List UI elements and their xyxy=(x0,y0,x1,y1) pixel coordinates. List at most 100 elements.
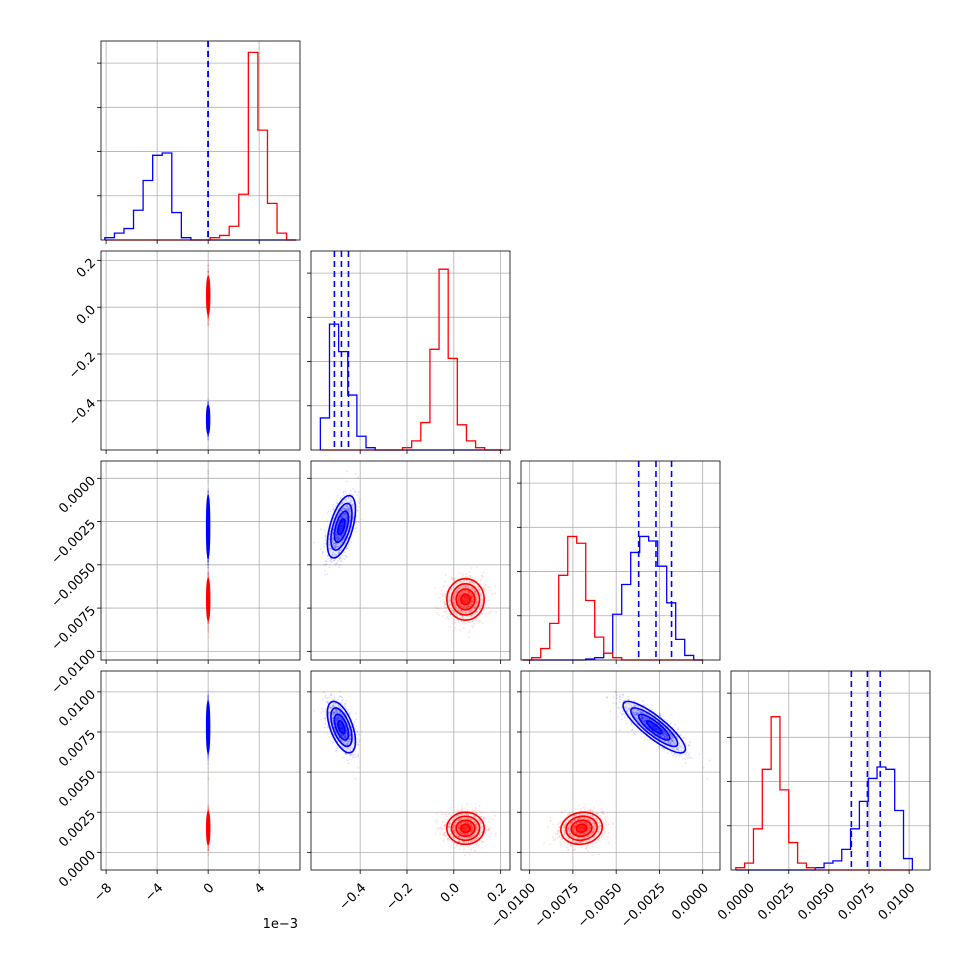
sample-point xyxy=(207,267,210,270)
sample-point xyxy=(343,494,345,497)
sample-point xyxy=(351,488,354,490)
sample-point xyxy=(341,554,344,557)
sample-point xyxy=(334,564,337,567)
sample-point xyxy=(207,316,210,318)
sample-point xyxy=(207,566,210,569)
sample-point xyxy=(207,434,210,437)
sample-point xyxy=(337,560,339,563)
sample-point xyxy=(207,401,210,404)
sample-point xyxy=(207,437,210,439)
sample-point xyxy=(332,503,335,506)
sample-point xyxy=(348,549,351,552)
sample-point xyxy=(207,574,210,577)
sample-point xyxy=(207,402,210,405)
sample-point xyxy=(355,530,358,533)
sample-point xyxy=(350,540,353,543)
sample-point xyxy=(207,400,210,402)
sample-point xyxy=(207,629,210,632)
sample-point xyxy=(325,563,328,566)
sample-point xyxy=(207,316,210,319)
sample-point xyxy=(207,434,210,437)
sample-point xyxy=(329,510,332,513)
sample-point xyxy=(324,573,326,576)
sample-point xyxy=(323,564,326,566)
sample-point xyxy=(355,515,358,517)
sample-point xyxy=(360,518,363,520)
sample-point xyxy=(207,271,210,273)
sample-point xyxy=(346,470,349,473)
sample-point xyxy=(207,626,210,628)
sample-point xyxy=(207,470,210,473)
sample-point xyxy=(339,559,342,562)
sample-point xyxy=(357,520,360,523)
sample-point xyxy=(207,398,210,401)
sample-point xyxy=(357,505,360,508)
sample-point xyxy=(207,437,210,440)
sample-point xyxy=(207,403,210,406)
sample-point xyxy=(207,270,210,273)
sample-point xyxy=(207,569,210,572)
sample-point xyxy=(353,490,356,493)
sample-point xyxy=(207,318,210,321)
sample-point xyxy=(207,476,210,479)
sample-point xyxy=(321,552,324,555)
sample-point xyxy=(207,264,210,267)
sample-point xyxy=(207,274,210,277)
sample-point xyxy=(207,434,210,436)
sample-point xyxy=(207,435,210,437)
sample-point xyxy=(328,566,331,569)
sample-point xyxy=(334,505,337,508)
sample-point xyxy=(325,535,327,538)
sample-point xyxy=(207,270,210,273)
sample-point xyxy=(344,490,347,493)
sample-point xyxy=(323,529,326,532)
sample-point xyxy=(355,521,357,524)
sample-point xyxy=(339,497,342,499)
sample-point xyxy=(207,264,210,266)
sample-point xyxy=(326,554,329,557)
sample-point xyxy=(327,510,330,513)
sample-point xyxy=(207,434,210,437)
sample-point xyxy=(357,509,359,512)
sample-point xyxy=(207,314,210,317)
sample-point xyxy=(207,323,210,326)
sample-point xyxy=(324,569,327,572)
sample-point xyxy=(349,490,352,492)
sample-point xyxy=(207,435,210,438)
sample-point xyxy=(330,561,333,564)
sample-point xyxy=(354,527,357,530)
sample-point xyxy=(207,402,210,405)
sample-point xyxy=(207,434,210,436)
sample-point xyxy=(207,321,210,324)
sample-point xyxy=(207,434,209,436)
sample-point xyxy=(207,318,210,321)
sample-point xyxy=(346,556,348,558)
sample-point xyxy=(345,547,348,550)
sample-point xyxy=(207,437,210,440)
sample-point xyxy=(207,433,210,436)
sample-point xyxy=(207,480,210,483)
sample-point xyxy=(207,319,210,322)
sample-point xyxy=(207,271,210,274)
sample-point xyxy=(320,528,323,531)
sample-point xyxy=(207,316,210,319)
sample-point xyxy=(355,503,358,506)
sample-point xyxy=(207,264,210,267)
sample-point xyxy=(207,445,210,448)
sample-point xyxy=(324,539,327,541)
sample-point xyxy=(207,402,210,404)
sample-point xyxy=(356,476,359,479)
sample-point xyxy=(207,314,210,317)
sample-point xyxy=(337,495,339,497)
sample-point xyxy=(207,438,210,441)
sample-point xyxy=(207,434,210,437)
sample-point xyxy=(207,571,210,574)
sample-point xyxy=(327,558,329,560)
sample-point xyxy=(338,564,341,567)
sample-point xyxy=(352,493,355,496)
sample-point xyxy=(207,559,209,562)
sample-point xyxy=(354,472,357,475)
sample-point xyxy=(338,566,340,569)
sample-point xyxy=(344,554,347,557)
sample-point xyxy=(207,401,210,404)
